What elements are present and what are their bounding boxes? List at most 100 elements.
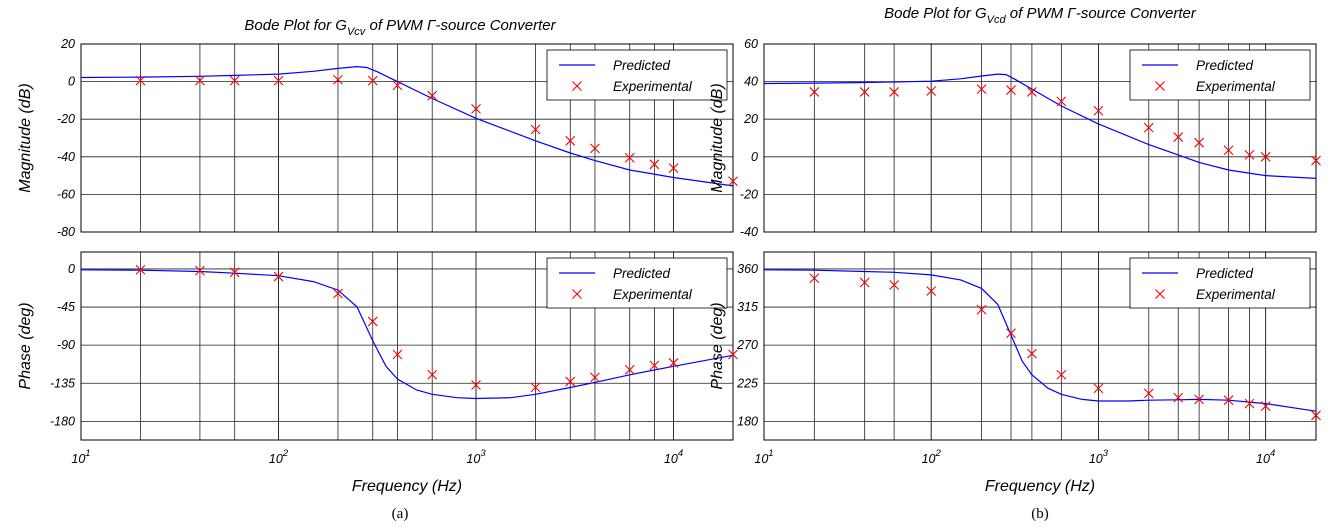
xtick-label: 103 — [1089, 448, 1109, 466]
experimental-point — [1311, 410, 1321, 421]
title-main: Bode Plot for G — [244, 17, 347, 34]
ytick-label: 0 — [68, 75, 75, 89]
chart-title: Bode Plot for GVcd of PWM Γ-source Conve… — [884, 5, 1197, 26]
experimental-point — [889, 280, 900, 290]
xtick-exponent: 4 — [678, 448, 683, 459]
experimental-point — [471, 380, 481, 390]
experimental-point — [1056, 96, 1067, 107]
experimental-point — [728, 176, 738, 187]
experimental-point — [926, 286, 937, 296]
panel-phase: 360 315 270 225 180 Phase (deg) Predicted Exper… — [709, 251, 1321, 441]
ytick-label: -20 — [740, 187, 758, 201]
experimental-point — [1260, 151, 1271, 162]
experimental-point — [1173, 392, 1184, 403]
experimental-point — [668, 358, 679, 368]
experimental-point — [1244, 398, 1255, 409]
title-rest: of PWM Γ-source Converter — [1006, 5, 1197, 22]
xtick-exponent: 2 — [282, 448, 289, 459]
experimental-point — [392, 80, 403, 91]
experimental-point — [135, 264, 146, 275]
experimental-point — [229, 267, 240, 278]
ytick-label: 270 — [736, 338, 758, 352]
ytick-label: -135 — [50, 376, 75, 390]
experimental-point — [976, 304, 987, 315]
legend-box — [546, 257, 728, 309]
experimental-point — [809, 87, 820, 97]
legend-box — [1129, 257, 1311, 309]
xtick-base: 10 — [269, 452, 283, 466]
experimental-point — [195, 265, 205, 276]
experimental-point — [530, 124, 541, 135]
figure-caption: (b) — [1031, 506, 1049, 522]
ytick-label: -90 — [57, 338, 75, 352]
legend-experimental-label: Experimental — [613, 287, 693, 302]
experimental-point — [1223, 145, 1234, 156]
experimental-point — [1173, 132, 1184, 142]
experimental-point — [590, 143, 600, 154]
predicted-line — [764, 269, 1316, 412]
chart-a: Bode Plot for GVcv of PWM Γ-source Conve… — [17, 17, 738, 522]
legend-predicted-label: Predicted — [613, 58, 671, 73]
experimental-point — [367, 316, 378, 327]
ytick-label: 40 — [744, 75, 758, 89]
title-main: Bode Plot for G — [884, 5, 987, 22]
ytick-label: -45 — [57, 300, 75, 314]
chart-b: Bode Plot for GVcd of PWM Γ-source Conve… — [709, 5, 1321, 522]
chart-title: Bode Plot for GVcv of PWM Γ-source Conve… — [244, 17, 556, 38]
title-subscript: Vcd — [987, 14, 1007, 26]
legend-experimental-swatch — [572, 289, 582, 299]
ytick-label: 20 — [60, 37, 75, 51]
legend-experimental-swatch — [572, 81, 582, 91]
xtick-exponent: 2 — [935, 448, 942, 459]
legend: Predicted Experimental — [546, 49, 728, 101]
ytick-label: -40 — [740, 225, 758, 239]
ytick-label: 315 — [737, 300, 758, 314]
legend-experimental-label: Experimental — [613, 79, 693, 94]
experimental-point — [859, 87, 870, 97]
legend-predicted-label: Predicted — [1196, 58, 1254, 73]
xtick-label: 104 — [664, 448, 683, 466]
experimental-point — [1027, 348, 1037, 359]
ytick-label: -20 — [57, 112, 75, 126]
panel-magnitude: 60 40 20 0 -20 -40 Magnitude (dB) Predicted Expe… — [709, 37, 1321, 239]
experimental-point — [1260, 401, 1271, 412]
ytick-label: 0 — [68, 262, 75, 276]
experimental-point — [1244, 150, 1255, 160]
predicted-line — [81, 65, 733, 187]
axes-box — [763, 251, 1317, 441]
axes-box — [80, 251, 734, 441]
xtick-label: 103 — [466, 448, 486, 466]
predicted-line — [81, 269, 733, 400]
title-subscript: Vcv — [347, 26, 367, 38]
xtick-exponent: 4 — [1270, 448, 1275, 459]
legend-predicted-label: Predicted — [1196, 266, 1254, 281]
experimental-point — [976, 84, 987, 95]
ytick-label: 180 — [737, 414, 758, 428]
ytick-label: -60 — [57, 187, 75, 201]
experimental-point — [649, 159, 660, 170]
experimental-point — [728, 349, 738, 360]
ytick-label: 225 — [736, 376, 758, 390]
experimental-point — [427, 369, 438, 380]
experimental-point — [565, 135, 576, 146]
xtick-base: 10 — [1089, 452, 1103, 466]
legend-predicted-label: Predicted — [613, 266, 671, 281]
xtick-label: 101 — [754, 448, 773, 466]
experimental-point — [590, 372, 600, 383]
experimental-point — [889, 87, 900, 97]
experimental-point — [1194, 394, 1205, 405]
y-axis-label: Phase (deg) — [709, 302, 726, 389]
y-axis-label: Magnitude (dB) — [17, 83, 34, 192]
experimental-point — [333, 74, 343, 85]
experimental-point — [624, 152, 635, 163]
experimental-point — [229, 75, 240, 86]
xtick-exponent: 1 — [768, 448, 773, 459]
xtick-label: 102 — [269, 448, 289, 466]
panel-phase: 0 -45 -90 -135 -180 Phase (deg) Predicted Exper… — [17, 251, 738, 441]
ytick-label: -40 — [57, 150, 75, 164]
experimental-point — [427, 90, 438, 101]
experimental-point — [195, 75, 205, 86]
experimental-point — [926, 86, 937, 96]
experimental-point — [135, 75, 146, 86]
experimental-point — [624, 364, 635, 375]
